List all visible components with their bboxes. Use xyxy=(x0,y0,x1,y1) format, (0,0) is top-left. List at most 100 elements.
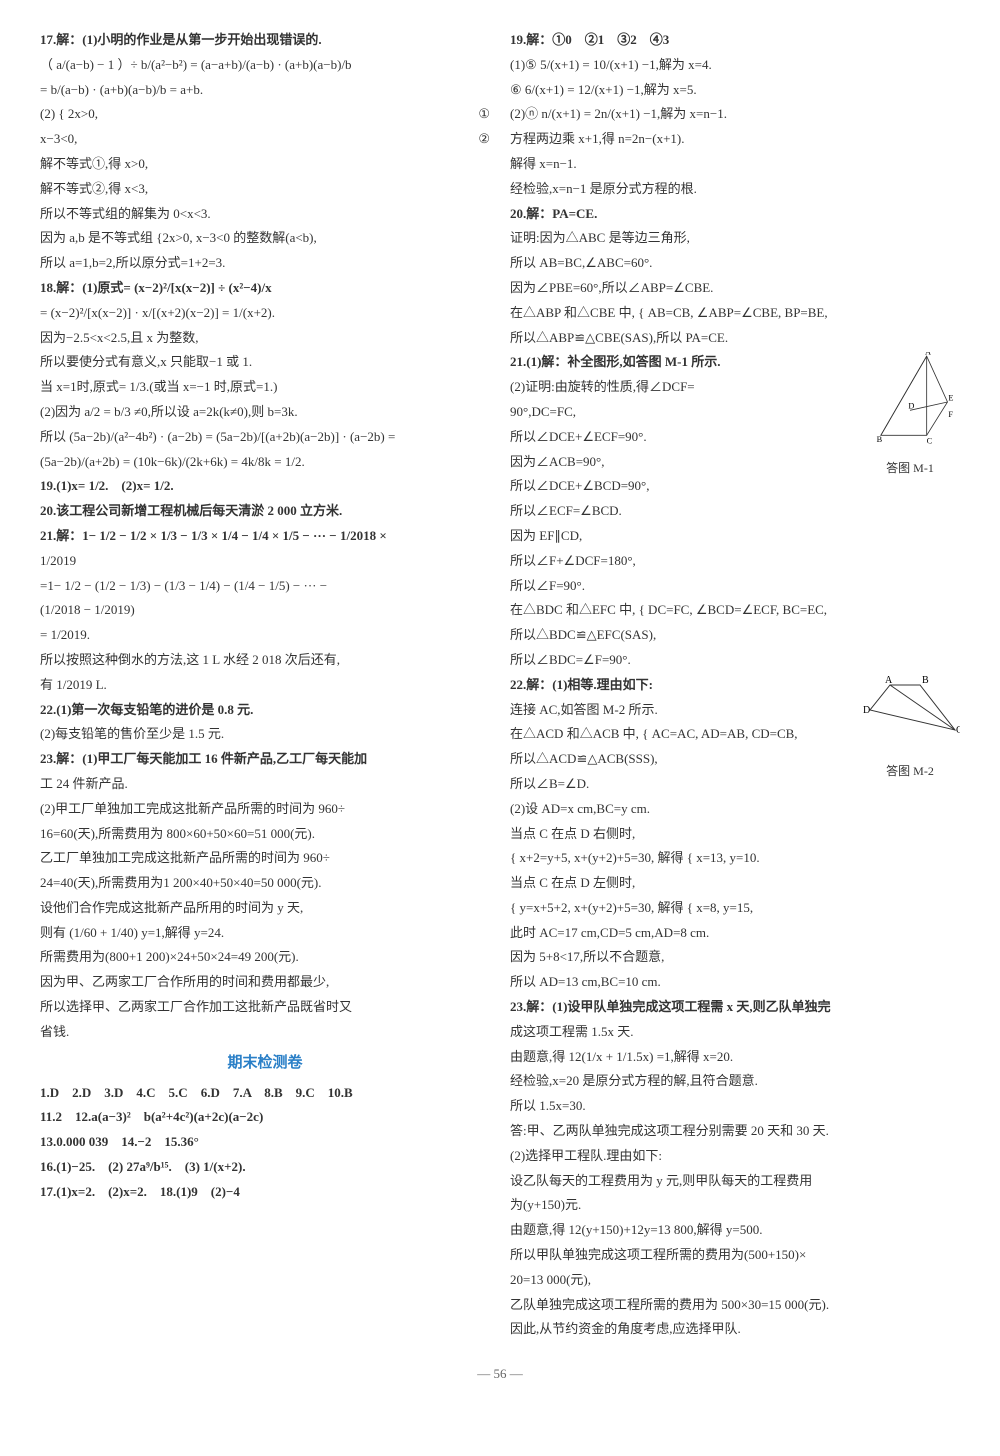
r-q23-c: 经检验,x=20 是原分式方程的解,且符合题意. xyxy=(510,1071,960,1092)
q17-2a-text: (2) { 2x>0, xyxy=(40,106,98,121)
final-ans-1: 1.D 2.D 3.D 4.C 5.C 6.D 7.A 8.B 9.C 10.B xyxy=(40,1083,490,1104)
q18-head: 18.解：(1)原式= (x−2)²/[x(x−2)] ÷ (x²−4)/x xyxy=(40,278,490,299)
q18-2a: (2)因为 a/2 = b/3 ≠0,所以设 a=2k(k≠0),则 b=3k. xyxy=(40,402,490,423)
r-q21-e: 所以∠DCE+∠BCD=90°, xyxy=(510,476,960,497)
r-q23-b: 由题意,得 12(1/x + 1/1.5x) =1,解得 x=20. xyxy=(510,1047,960,1068)
r-q22-e: (2)设 AD=x cm,BC=y cm. xyxy=(510,799,960,820)
q17-2b-text: x−3<0, xyxy=(40,131,77,146)
svg-text:D: D xyxy=(908,402,914,411)
left-column: 17.解：(1)小明的作业是从第一步开始出现错误的. （ a/(a−b) − 1… xyxy=(40,30,490,1344)
page: 17.解：(1)小明的作业是从第一步开始出现错误的. （ a/(a−b) − 1… xyxy=(40,30,960,1344)
svg-text:F: F xyxy=(948,410,953,419)
final-ans-3: 13.0.000 039 14.−2 15.36° xyxy=(40,1132,490,1153)
r-q19-b: ⑥ 6/(x+1) = 12/(x+1) −1,解为 x=5. xyxy=(510,80,960,101)
q21-a: 1/2019 xyxy=(40,551,490,572)
r-q23-head: 23.解：(1)设甲队单独完成这项工程需 x 天,则乙队单独完 xyxy=(510,997,960,1018)
r-q22-block: A B D C 答图 M-2 22.解：(1)相等.理由如下: 连接 AC,如答… xyxy=(510,675,960,799)
r-q23-f: (2)选择甲工程队.理由如下: xyxy=(510,1146,960,1167)
diagram-m1: A E F D B C 答图 M-1 xyxy=(860,352,960,452)
r-q20-a: 证明:因为△ABC 是等边三角形, xyxy=(510,228,960,249)
q17-2e: 所以不等式组的解集为 0<x<3. xyxy=(40,204,490,225)
q22: 22.(1)第一次每支铅笔的进价是 0.8 元. xyxy=(40,700,490,721)
diagram-m2: A B D C 答图 M-2 xyxy=(860,675,960,755)
q23-e: 24=40(天),所需费用为1 200×40+50×40=50 000(元). xyxy=(40,873,490,894)
r-q20-c: 因为∠PBE=60°,所以∠ABP=∠CBE. xyxy=(510,278,960,299)
q23-f: 设他们合作完成这批新产品所用的时间为 y 天, xyxy=(40,898,490,919)
r-q19-e: 解得 x=n−1. xyxy=(510,154,960,175)
r-q23-g: 设乙队每天的工程费用为 y 元,则甲队每天的工程费用 xyxy=(510,1171,960,1192)
final-ans-2: 11.2 12.a(a−3)² b(a²+4c²)(a+2c)(a−2c) xyxy=(40,1107,490,1128)
r-q22-j: 此时 AC=17 cm,CD=5 cm,AD=8 cm. xyxy=(510,923,960,944)
q23-head: 23.解：(1)甲工厂每天能加工 16 件新产品,乙工厂每天能加 xyxy=(40,749,490,770)
r-q21-l: 所以∠BDC=∠F=90°. xyxy=(510,650,960,671)
q19: 19.(1)x= 1/2. (2)x= 1/2. xyxy=(40,476,490,497)
q21-d: = 1/2019. xyxy=(40,625,490,646)
q21-head: 21.解：1− 1/2 − 1/2 × 1/3 − 1/3 × 1/4 − 1/… xyxy=(40,526,490,547)
r-q21-g: 因为 EF∥CD, xyxy=(510,526,960,547)
q18-eq3: 所以要使分式有意义,x 只能取−1 或 1. xyxy=(40,352,490,373)
q20: 20.该工程公司新增工程机械后每天清淤 2 000 立方米. xyxy=(40,501,490,522)
r-q21-i: 所以∠F=90°. xyxy=(510,576,960,597)
q23-h: 所需费用为(800+1 200)×24+50×24=49 200(元). xyxy=(40,947,490,968)
q22b: (2)每支铅笔的售价至少是 1.5 元. xyxy=(40,724,490,745)
q21-e: 所以按照这种倒水的方法,这 1 L 水经 2 018 次后还有, xyxy=(40,650,490,671)
page-number: — 56 — xyxy=(40,1364,960,1385)
q23-b: (2)甲工厂单独加工完成这批新产品所需的时间为 960÷ xyxy=(40,799,490,820)
q17-2b: x−3<0, ② xyxy=(40,129,490,150)
q17-eq1: （ a/(a−b) − 1 ）÷ b/(a²−b²) = (a−a+b)/(a−… xyxy=(40,55,490,76)
r-q21-k: 所以△BDC≌△EFC(SAS), xyxy=(510,625,960,646)
r-q22-i: { y=x+5+2, x+(y+2)+5=30, 解得 { x=8, y=15, xyxy=(510,898,960,919)
q23-g: 则有 (1/60 + 1/40) y=1,解得 y=24. xyxy=(40,923,490,944)
circle-1: ① xyxy=(478,104,490,125)
r-q23-j: 所以甲队单独完成这项工程所需的费用为(500+150)× xyxy=(510,1245,960,1266)
q21-c: (1/2018 − 1/2019) xyxy=(40,600,490,621)
svg-text:A: A xyxy=(925,352,931,357)
q17-head: 17.解：(1)小明的作业是从第一步开始出现错误的. xyxy=(40,30,490,51)
r-q22-h: 当点 C 在点 D 左侧时, xyxy=(510,873,960,894)
r-q23-i: 由题意,得 12(y+150)+12y=13 800,解得 y=500. xyxy=(510,1220,960,1241)
diagram-m1-label: 答图 M-1 xyxy=(860,459,960,478)
r-q22-g: { x+2=y+5, x+(y+2)+5=30, 解得 { x=13, y=10… xyxy=(510,848,960,869)
q21-b: =1− 1/2 − (1/2 − 1/3) − (1/3 − 1/4) − (1… xyxy=(40,576,490,597)
r-q20-d: 在△ABP 和△CBE 中, { AB=CB, ∠ABP=∠CBE, BP=BE… xyxy=(510,303,960,324)
q23-d: 乙工厂单独加工完成这批新产品所需的时间为 960÷ xyxy=(40,848,490,869)
final-ans-4: 16.(1)−25. (2) 27a⁹/b¹⁵. (3) 1/(x+2). xyxy=(40,1157,490,1178)
r-q22-f: 当点 C 在点 D 右侧时, xyxy=(510,824,960,845)
q18-2c: (5a−2b)/(a+2b) = (10k−6k)/(2k+6k) = 4k/8… xyxy=(40,452,490,473)
svg-text:C: C xyxy=(956,725,960,736)
r-q19-f: 经检验,x=n−1 是原分式方程的根. xyxy=(510,179,960,200)
q17-2g: 所以 a=1,b=2,所以原分式=1+2=3. xyxy=(40,253,490,274)
q17-2a: (2) { 2x>0, ① xyxy=(40,104,490,125)
right-column: 19.解：①0 ②1 ③2 ④3 (1)⑤ 5/(x+1) = 10/(x+1)… xyxy=(510,30,960,1344)
q23-a: 工 24 件新产品. xyxy=(40,774,490,795)
svg-text:D: D xyxy=(863,705,870,716)
q17-eq2: = b/(a−b) · (a+b)(a−b)/b = a+b. xyxy=(40,80,490,101)
r-q19-c: (2)ⓝ n/(x+1) = 2n/(x+1) −1,解为 x=n−1. xyxy=(510,104,960,125)
r-q19-a: (1)⑤ 5/(x+1) = 10/(x+1) −1,解为 x=4. xyxy=(510,55,960,76)
q17-2d: 解不等式②,得 x<3, xyxy=(40,179,490,200)
r-q22-k: 因为 5+8<17,所以不合题意, xyxy=(510,947,960,968)
r-q23-a: 成这项工程需 1.5x 天. xyxy=(510,1022,960,1043)
svg-text:B: B xyxy=(877,435,883,444)
q23-k: 省钱. xyxy=(40,1022,490,1043)
q17-2f: 因为 a,b 是不等式组 {2x>0, x−3<0 的整数解(a<b), xyxy=(40,228,490,249)
r-q20-e: 所以△ABP≌△CBE(SAS),所以 PA=CE. xyxy=(510,328,960,349)
q18-2b: 所以 (5a−2b)/(a²−4b²) · (a−2b) = (5a−2b)/[… xyxy=(40,427,490,448)
q21-f: 有 1/2019 L. xyxy=(40,675,490,696)
svg-text:B: B xyxy=(922,675,929,686)
r-q23-k: 20=13 000(元), xyxy=(510,1270,960,1291)
r-q19-head: 19.解：①0 ②1 ③2 ④3 xyxy=(510,30,960,51)
r-q21-block: A E F D B C 答图 M-1 21.(1)解：补全图形,如答图 M-1 … xyxy=(510,352,960,600)
q23-i: 因为甲、乙两家工厂合作所用的时间和费用都最少, xyxy=(40,972,490,993)
r-q21-f: 所以∠ECF=∠BCD. xyxy=(510,501,960,522)
q18-eq1: = (x−2)²/[x(x−2)] · x/[(x+2)(x−2)] = 1/(… xyxy=(40,303,490,324)
r-q23-d: 所以 1.5x=30. xyxy=(510,1096,960,1117)
r-q21-h: 所以∠F+∠DCF=180°, xyxy=(510,551,960,572)
r-q19-d: 方程两边乘 x+1,得 n=2n−(x+1). xyxy=(510,129,960,150)
circle-2: ② xyxy=(478,129,490,150)
svg-text:E: E xyxy=(948,394,953,403)
page-number-value: 56 xyxy=(494,1366,507,1381)
r-q23-e: 答:甲、乙两队单独完成这项工程分别需要 20 天和 30 天. xyxy=(510,1121,960,1142)
q17-2c: 解不等式①,得 x>0, xyxy=(40,154,490,175)
q18-eq4: 当 x=1时,原式= 1/3.(或当 x=−1 时,原式=1.) xyxy=(40,377,490,398)
